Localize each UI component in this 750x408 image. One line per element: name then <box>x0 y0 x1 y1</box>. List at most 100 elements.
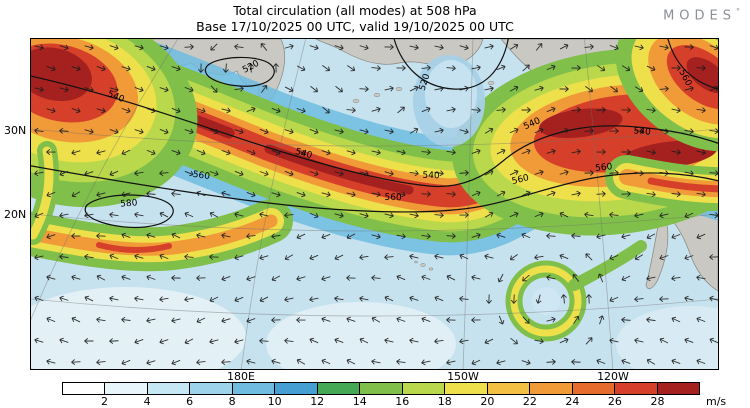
wind-arrow <box>261 84 268 93</box>
wind-arrow <box>484 127 494 134</box>
wind-arrow <box>121 65 131 72</box>
wind-arrow <box>471 107 481 114</box>
wind-arrow <box>46 149 56 155</box>
wind-arrow <box>334 212 344 219</box>
wind-arrow <box>146 107 156 114</box>
wind-arrow <box>371 149 381 156</box>
wind-arrow <box>709 295 718 302</box>
wind-arrow <box>459 169 469 176</box>
wind-arrow <box>210 85 218 93</box>
wind-arrow <box>234 43 244 50</box>
wind-arrow <box>84 128 94 135</box>
wind-arrow <box>184 128 194 135</box>
wind-arrow <box>359 86 369 93</box>
wind-arrow <box>71 149 81 156</box>
wind-arrow <box>259 296 269 303</box>
wind-arrow <box>146 232 156 239</box>
wind-arrow <box>46 358 56 365</box>
wind-arrow <box>634 212 644 219</box>
wind-arrow <box>209 253 219 260</box>
wind-arrow <box>596 106 606 113</box>
colorbar-tick-label: 12 <box>310 395 325 408</box>
wind-arrow <box>659 337 669 344</box>
wind-arrow <box>96 316 106 323</box>
wind-arrow <box>621 65 631 72</box>
wind-arrow <box>284 86 294 93</box>
lon-tick-label: 150W <box>447 370 479 383</box>
wind-arrow <box>259 211 269 218</box>
contour-label: 560 <box>384 193 402 204</box>
wind-arrow <box>84 212 94 219</box>
wind-arrow <box>559 43 569 50</box>
wind-arrow <box>159 128 169 135</box>
wind-arrow <box>571 106 581 113</box>
contour-580-closed <box>84 194 174 229</box>
wind-arrow <box>321 275 331 282</box>
wind-arrow <box>246 191 256 198</box>
wind-arrow <box>659 44 669 51</box>
wind-arrow <box>434 85 444 92</box>
wind-arrow <box>585 85 594 93</box>
wind-arrow <box>546 274 556 281</box>
wind-arrow <box>96 232 106 239</box>
wind-arrow <box>596 358 606 365</box>
wind-arrow <box>134 86 144 93</box>
wind-arrow <box>659 254 669 261</box>
wind-arrow <box>309 296 319 303</box>
wind-arrow <box>621 358 631 365</box>
wind-arrow <box>146 190 156 197</box>
wind-arrow <box>621 149 631 155</box>
wind-arrow <box>196 232 206 239</box>
wind-arrow <box>434 44 444 51</box>
wind-arrow <box>421 316 431 323</box>
wind-arrow <box>184 253 194 260</box>
wind-arrow <box>196 149 206 156</box>
wind-arrow <box>522 274 530 282</box>
wind-arrow <box>572 273 580 282</box>
wind-arrow <box>146 65 156 72</box>
wind-arrow <box>621 107 631 114</box>
wind-arrow <box>484 169 494 176</box>
wind-arrow <box>546 148 556 155</box>
wind-arrow <box>134 170 144 177</box>
colorbar-tick-label: 6 <box>186 395 194 408</box>
wind-arrow <box>59 295 69 302</box>
wind-arrow <box>321 149 331 156</box>
wind-arrow <box>296 358 306 365</box>
wind-arrow <box>146 149 156 156</box>
wind-arrow <box>384 254 394 261</box>
wind-arrow <box>546 190 556 197</box>
wind-arrow <box>221 275 231 282</box>
colorbar-tick-label: 10 <box>267 395 282 408</box>
contour-label: 560 <box>192 170 211 182</box>
wind-arrow <box>59 212 69 219</box>
wind-arrow <box>446 359 456 366</box>
wind-arrow <box>209 296 219 303</box>
wind-arrow <box>696 358 706 365</box>
wind-arrow <box>171 149 181 156</box>
wind-arrow <box>584 211 594 218</box>
wind-arrow <box>34 127 44 134</box>
wind-arrow <box>534 254 544 261</box>
wind-arrow <box>310 85 319 93</box>
wind-arrow <box>646 275 656 282</box>
wind-arrow <box>671 233 681 240</box>
wind-arrow <box>296 233 306 240</box>
wind-arrow <box>109 295 119 302</box>
wind-arrow <box>521 107 531 113</box>
wind-arrow <box>184 43 194 50</box>
jet-topright-lobe <box>615 39 718 152</box>
wind-arrow <box>621 275 631 282</box>
trough-notch-core <box>425 60 477 128</box>
wind-arrow <box>634 128 644 135</box>
modes-logo: MODES° <box>663 7 740 23</box>
wind-arrow <box>396 274 406 281</box>
wind-arrow <box>384 44 394 50</box>
contour-540-north <box>31 75 718 188</box>
wind-arrow <box>221 232 231 239</box>
wind-arrow <box>59 44 69 51</box>
wind-arrow <box>684 295 694 302</box>
wind-arrow <box>559 127 569 134</box>
wind-arrow <box>46 65 56 72</box>
wind-arrow <box>585 337 593 345</box>
